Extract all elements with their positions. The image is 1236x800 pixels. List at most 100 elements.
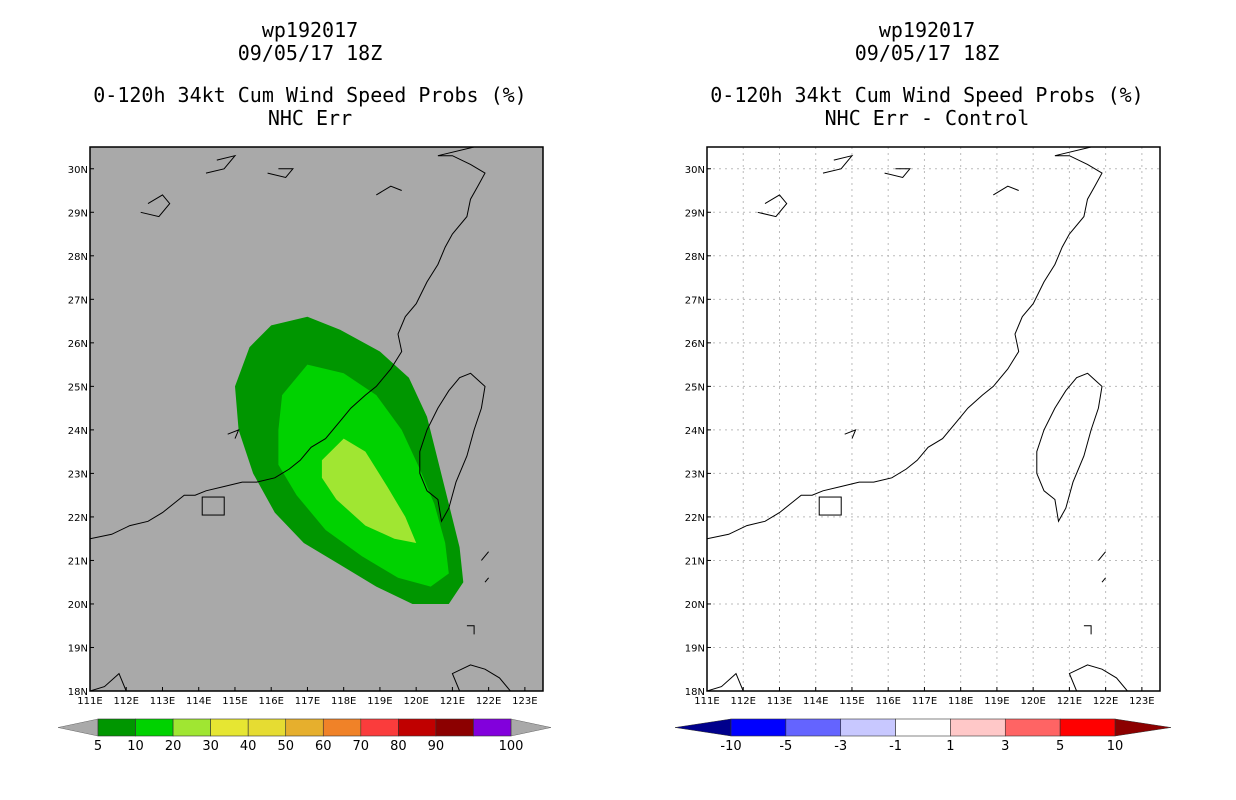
colorbar-swatch <box>1059 718 1116 737</box>
y-tick-label: 18N <box>68 687 88 698</box>
y-tick-label: 21N <box>68 556 88 567</box>
coastline-island <box>844 429 857 439</box>
x-tick-label: 122E <box>476 696 501 707</box>
coastline-taiwan <box>1036 372 1103 523</box>
y-tick-label: 29N <box>685 208 705 219</box>
coastline-mainland <box>90 147 486 540</box>
x-tick-label: 113E <box>767 696 792 707</box>
y-tick-label: 26N <box>685 339 705 350</box>
colorbar-label: 5 <box>94 739 102 754</box>
y-tick-label: 22N <box>685 513 705 524</box>
x-tick-label: 119E <box>984 696 1009 707</box>
colorbar-label: 10 <box>1107 739 1124 754</box>
right-panel-title: wp192017 09/05/17 18Z 0-120h 34kt Cum Wi… <box>647 19 1207 130</box>
x-tick-label: 122E <box>1093 696 1118 707</box>
y-tick-label: 21N <box>685 556 705 567</box>
y-tick-label: 26N <box>68 339 88 350</box>
coastline-island <box>1068 664 1128 691</box>
y-tick-label: 30N <box>685 165 705 176</box>
y-tick-label: 30N <box>68 165 88 176</box>
coastline-hainan <box>707 672 744 691</box>
x-tick-label: 123E <box>1129 696 1154 707</box>
colorbar-label: 70 <box>353 739 370 754</box>
coastline-mainland <box>707 147 1103 540</box>
coastline-island <box>884 168 911 179</box>
storm-id: wp192017 <box>261 18 359 42</box>
y-tick-label: 20N <box>68 600 88 611</box>
colorbar-swatch <box>840 718 896 737</box>
coastline-island <box>466 625 475 635</box>
colorbar-label: 60 <box>315 739 332 754</box>
y-tick-label: 19N <box>68 643 88 654</box>
x-tick-label: 117E <box>912 696 937 707</box>
coastline-island <box>1101 577 1106 583</box>
x-tick-label: 115E <box>839 696 864 707</box>
colorbar-label: 5 <box>1056 739 1064 754</box>
storm-id: wp192017 <box>878 18 976 42</box>
x-tick-label: 113E <box>150 696 175 707</box>
y-tick-label: 19N <box>685 643 705 654</box>
map-frame <box>706 146 1161 692</box>
x-tick-label: 112E <box>114 696 139 707</box>
colorbar-swatch <box>895 718 951 737</box>
coastline-island <box>993 185 1019 196</box>
y-tick-label: 25N <box>685 382 705 393</box>
map-content <box>707 147 1160 691</box>
coastline-island <box>1098 551 1106 561</box>
y-tick-label: 28N <box>68 252 88 263</box>
y-tick-label: 28N <box>685 252 705 263</box>
y-tick-label: 18N <box>685 687 705 698</box>
panel-subtitle: NHC Err <box>267 106 353 130</box>
colorbar-label: -1 <box>889 739 902 754</box>
panel-subtitle: NHC Err - Control <box>824 106 1030 130</box>
y-tick-label: 24N <box>68 426 88 437</box>
colorbar-swatch <box>950 718 1006 737</box>
colorbar-label: 100 <box>499 739 524 754</box>
colorbar-arrow-left <box>674 718 732 737</box>
hong-kong-box <box>818 496 842 516</box>
product-title: 0-120h 34kt Cum Wind Speed Probs (%) <box>93 83 527 107</box>
y-tick-label: 29N <box>68 208 88 219</box>
colorbar-label: -3 <box>834 739 847 754</box>
hong-kong-box <box>201 496 225 516</box>
x-tick-label: 121E <box>440 696 465 707</box>
x-tick-label: 118E <box>948 696 973 707</box>
x-tick-label: 111E <box>77 696 102 707</box>
colorbar-label: 90 <box>428 739 445 754</box>
valid-time: 09/05/17 18Z <box>237 41 383 65</box>
colorbar-arrow-right <box>1114 718 1172 737</box>
colorbar-label: 10 <box>127 739 144 754</box>
y-tick-label: 27N <box>685 295 705 306</box>
coastline-island <box>1083 625 1092 635</box>
x-tick-label: 123E <box>512 696 537 707</box>
x-tick-label: 118E <box>331 696 356 707</box>
coastline-island <box>267 168 294 179</box>
x-tick-label: 121E <box>1057 696 1082 707</box>
y-tick-label: 24N <box>685 426 705 437</box>
coastline-island <box>822 154 854 174</box>
map-background <box>707 147 1160 691</box>
x-tick-label: 119E <box>367 696 392 707</box>
colorbar-label: 40 <box>240 739 257 754</box>
x-tick-label: 111E <box>694 696 719 707</box>
coastline-taiwan <box>419 372 486 523</box>
prob-contour-20 <box>321 438 417 543</box>
coastline-hainan <box>90 672 127 691</box>
x-tick-label: 112E <box>731 696 756 707</box>
coastline-island <box>484 577 489 583</box>
colorbar-label: -5 <box>779 739 792 754</box>
colorbar-swatch <box>1004 718 1061 737</box>
colorbar-label: 20 <box>165 739 182 754</box>
x-tick-label: 116E <box>258 696 283 707</box>
x-tick-label: 120E <box>403 696 428 707</box>
y-tick-label: 22N <box>68 513 88 524</box>
left-panel-title: wp192017 09/05/17 18Z 0-120h 34kt Cum Wi… <box>30 19 590 130</box>
colorbar-label: 30 <box>202 739 219 754</box>
colorbar-label: 80 <box>390 739 407 754</box>
y-tick-label: 23N <box>685 469 705 480</box>
colorbar-swatch <box>473 718 512 737</box>
coastline-island <box>757 194 788 218</box>
map-content <box>90 147 511 691</box>
